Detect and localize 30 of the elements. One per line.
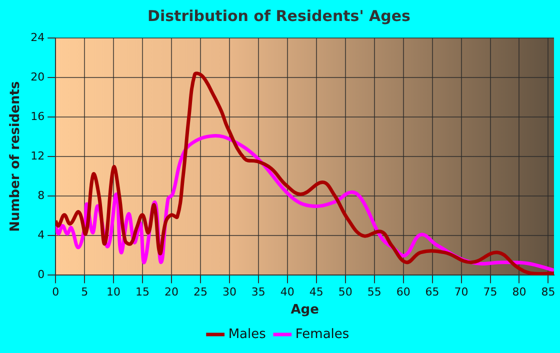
x-tick-label: 60 [396, 286, 410, 299]
x-tick-label: 5 [81, 286, 88, 299]
x-tick-label: 0 [52, 286, 60, 299]
legend-label: Males [228, 326, 266, 342]
x-tick-label: 25 [193, 286, 208, 299]
x-tick-label: 70 [454, 286, 468, 299]
y-tick-label: 20 [30, 70, 45, 84]
x-tick-label: 30 [222, 286, 236, 299]
legend-label: Females [295, 326, 350, 342]
y-tick-label: 12 [30, 149, 45, 162]
y-tick-label: 4 [38, 228, 45, 242]
chart-title: Distribution of Residents' Ages [148, 6, 411, 25]
x-tick-label: 85 [541, 286, 556, 299]
x-tick-label: 15 [136, 286, 150, 299]
y-tick-label: 8 [38, 188, 45, 202]
x-tick-label: 50 [338, 286, 352, 299]
x-tick-label: 80 [512, 286, 526, 299]
x-tick-label: 10 [106, 286, 121, 299]
x-tick-label: 40 [280, 286, 294, 299]
x-tick-label: 45 [309, 286, 324, 299]
y-tick-label: 0 [38, 268, 45, 282]
x-tick-label: 35 [251, 286, 266, 299]
y-tick-label: 24 [30, 30, 45, 44]
y-tick-label: 16 [30, 110, 45, 123]
x-tick-label: 65 [425, 286, 440, 299]
y-axis-title: Number of residents [8, 81, 24, 232]
x-tick-label: 55 [367, 286, 382, 299]
x-tick-label: 75 [483, 286, 498, 299]
x-tick-label: 20 [164, 286, 179, 299]
x-axis-title: Age [290, 302, 320, 318]
